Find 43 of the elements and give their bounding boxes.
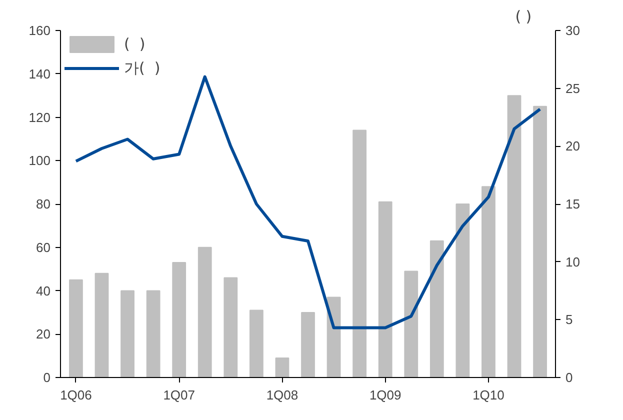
y-tick-label: 140: [28, 66, 51, 82]
y-tick-label: 80: [36, 196, 51, 212]
bar: [224, 277, 238, 378]
y-tick-label: 40: [36, 283, 51, 298]
bar: [301, 312, 315, 378]
y2-tick-label: 30: [566, 23, 580, 38]
bar: [146, 290, 160, 378]
bar: [275, 357, 290, 378]
bar: [430, 240, 444, 378]
y-tick-label: 60: [36, 240, 51, 255]
bar: [94, 272, 109, 378]
x-tick-label: 1Q09: [369, 388, 402, 402]
bar: [533, 106, 547, 378]
y2-tick-label: 10: [566, 254, 580, 270]
bar: [378, 201, 392, 378]
y-tick-label: 0: [43, 370, 51, 385]
bar: [404, 270, 418, 378]
bar: [482, 186, 496, 378]
x-tick-label: 1Q08: [266, 388, 298, 402]
x-tick-label: 1Q10: [472, 388, 504, 402]
bar: [198, 246, 212, 378]
bar: [456, 204, 470, 378]
y-tick-label: 120: [28, 110, 51, 125]
legend-label: 가( ): [124, 58, 160, 78]
y2-tick-label: 25: [566, 80, 580, 96]
y2-tick-label: 20: [566, 138, 580, 154]
bar: [120, 290, 134, 378]
bar: [249, 310, 264, 378]
y2-axis-title: ( ): [515, 8, 532, 26]
y-tick-label: 100: [28, 153, 51, 168]
y2-tick-label: 15: [566, 196, 580, 212]
legend-label: ( ): [124, 35, 146, 53]
x-tick-label: 1Q07: [163, 388, 196, 402]
bar: [172, 262, 186, 378]
bar: [352, 130, 367, 378]
y-tick-label: 20: [36, 326, 51, 342]
x-tick-label: 1Q06: [60, 388, 92, 402]
y2-tick-label: 5: [566, 312, 573, 328]
line-series: [74, 75, 542, 330]
y-tick-label: 160: [28, 23, 51, 38]
bar: [69, 279, 83, 378]
y2-tick-label: 0: [566, 370, 573, 385]
bar: [507, 95, 522, 378]
